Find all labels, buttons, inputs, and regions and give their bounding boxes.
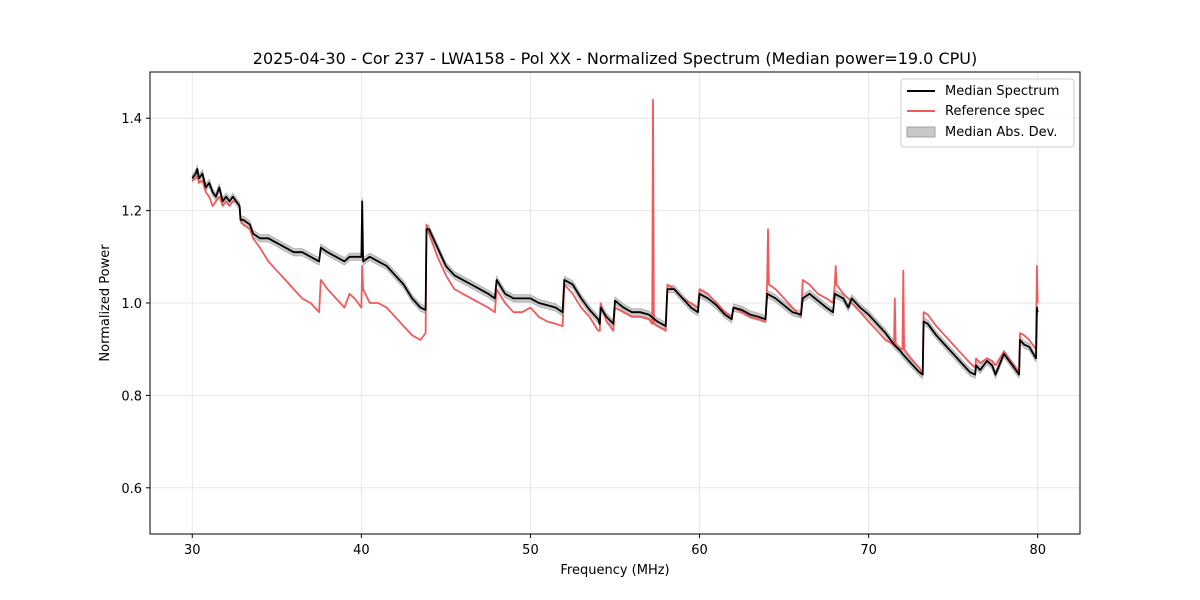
y-axis-title: Normalized Power: [98, 244, 113, 362]
legend-median-label: Median Spectrum: [945, 84, 1059, 99]
median-spectrum-line: [191, 168, 1039, 376]
x-tick-label: 80: [1029, 543, 1046, 558]
x-tick-label: 40: [353, 543, 370, 558]
x-tick-label: 50: [522, 543, 539, 558]
y-tick-label: 0.8: [121, 389, 142, 404]
chart-title: 2025-04-30 - Cor 237 - LWA158 - Pol XX -…: [253, 49, 977, 68]
y-tick-label: 1.2: [121, 205, 142, 220]
x-tick-label: 70: [860, 543, 877, 558]
legend-mad-swatch: [906, 126, 936, 138]
legend-box: [900, 78, 1075, 148]
reference-series-layer: [191, 98, 1039, 376]
median-series-layer: [191, 168, 1039, 376]
legend: Median Spectrum Reference spec Median Ab…: [900, 78, 1075, 148]
y-tick-label: 1.4: [121, 112, 142, 127]
x-axis-title: Frequency (MHz): [560, 563, 669, 578]
reference-spectrum-line: [191, 98, 1039, 376]
y-tick-label: 1.0: [121, 297, 142, 312]
mad-band: [192, 164, 1038, 380]
x-axis: 30 40 50 60 70 80: [184, 534, 1046, 558]
legend-mad-label: Median Abs. Dev.: [945, 125, 1057, 140]
legend-reference-label: Reference spec: [945, 104, 1045, 119]
y-tick-label: 0.6: [121, 482, 142, 497]
y-axis: 0.6 0.8 1.0 1.2 1.4: [121, 112, 150, 497]
x-tick-label: 30: [184, 543, 201, 558]
x-tick-label: 60: [691, 543, 708, 558]
mad-band-layer: [192, 164, 1038, 380]
